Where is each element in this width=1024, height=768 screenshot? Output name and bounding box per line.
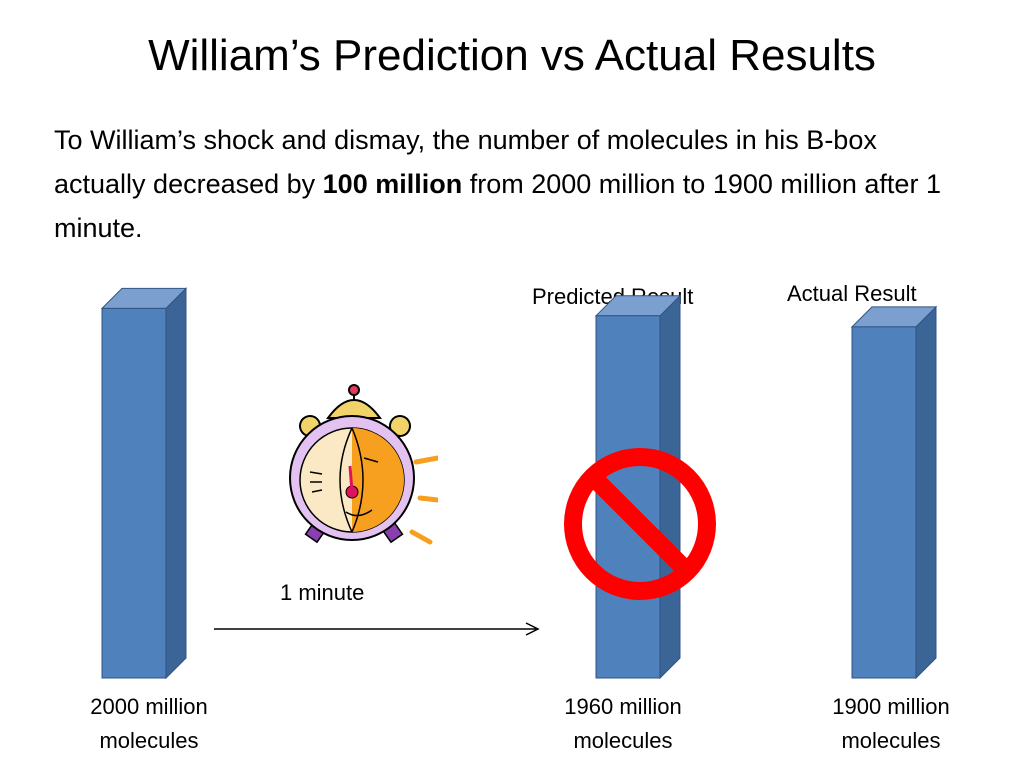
bar-value-label-actual: 1900 million molecules: [801, 690, 981, 758]
bar-side-face: [659, 294, 681, 680]
bar-value-line: 2000 million: [90, 694, 208, 719]
bar-initial: [100, 287, 188, 680]
bar-front-face: [101, 307, 167, 679]
alarm-clock-icon: [289, 384, 438, 545]
bar-value-label-predicted: 1960 million molecules: [533, 690, 713, 758]
slide-title: William’s Prediction vs Actual Results: [148, 31, 876, 80]
bar-unit-line: molecules: [99, 728, 199, 753]
actual-result-header: Actual Result: [787, 281, 917, 306]
bars-group: [100, 287, 938, 680]
bar-value-line: 1960 million: [564, 694, 682, 719]
bar-actual: [850, 305, 938, 680]
bar-front-face: [851, 326, 917, 679]
time-elapsed-label: 1 minute: [280, 580, 365, 605]
bar-unit-line: molecules: [841, 728, 941, 753]
description-text-start: To William’s shock and dismay, the numbe…: [54, 125, 877, 199]
bar-side-face: [165, 287, 187, 680]
prohibition-sign-icon: [564, 448, 716, 600]
description-text-end: from 2000 million to 1900 million after …: [54, 169, 941, 243]
description-bold-amount: 100 million: [322, 169, 463, 199]
bar-value-line: 1900 million: [832, 694, 950, 719]
bar-unit-line: molecules: [573, 728, 673, 753]
bar-side-face: [915, 305, 937, 680]
right-arrow: [214, 622, 540, 636]
description-paragraph: To William’s shock and dismay, the numbe…: [54, 118, 974, 250]
bar-value-label-initial: 2000 million molecules: [59, 690, 239, 758]
